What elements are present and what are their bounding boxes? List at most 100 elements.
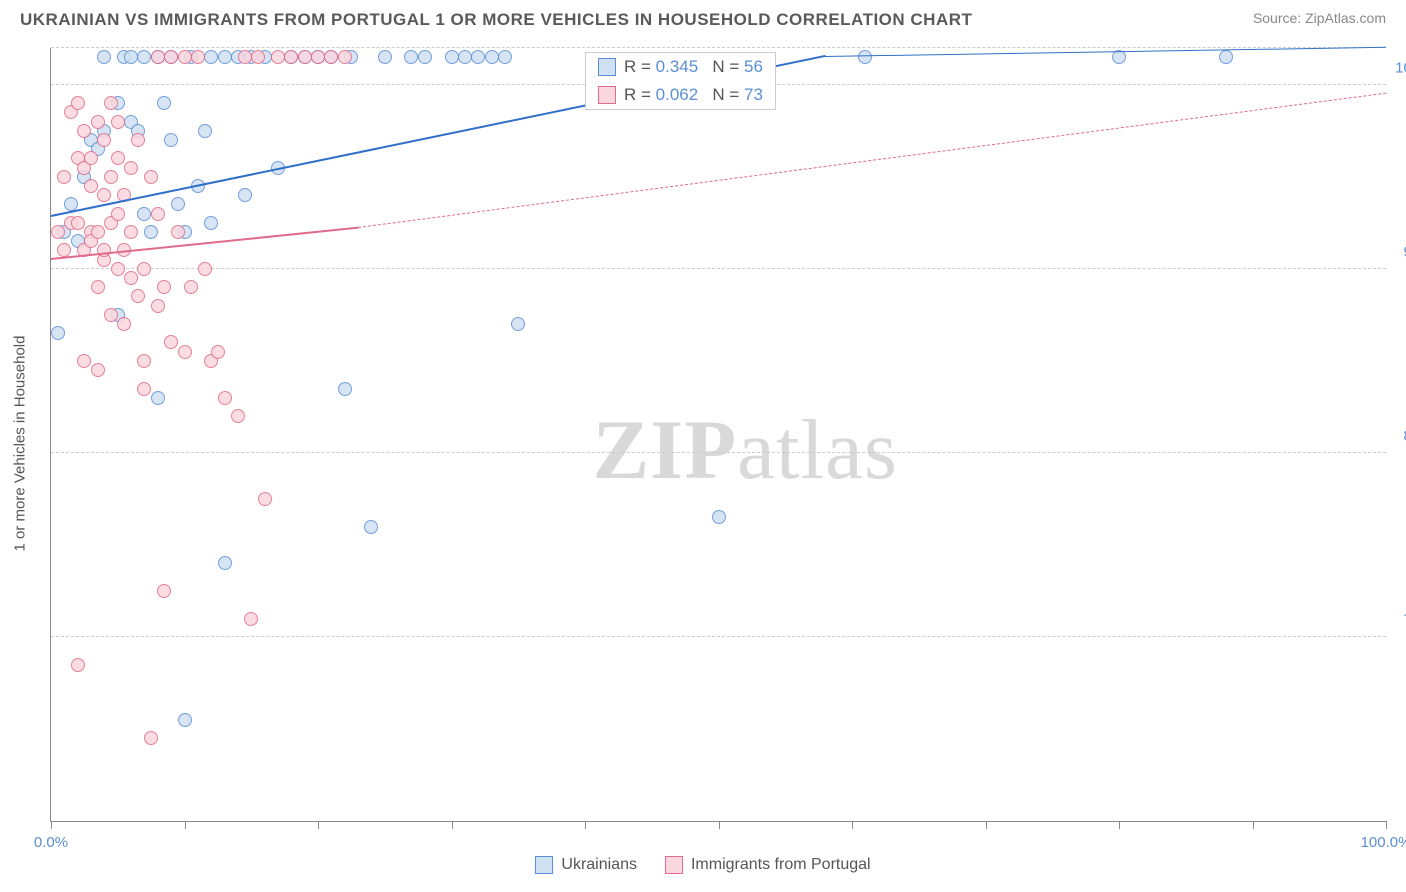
x-tick <box>852 821 853 829</box>
data-point-immigrants_portugal <box>184 280 198 294</box>
regression-line <box>825 47 1386 57</box>
data-point-ukrainians <box>238 188 252 202</box>
legend-label: Immigrants from Portugal <box>691 856 871 874</box>
x-tick <box>1386 821 1387 829</box>
x-tick <box>452 821 453 829</box>
y-axis-label: 1 or more Vehicles in Household <box>12 336 29 552</box>
source-label: Source: ZipAtlas.com <box>1253 10 1386 26</box>
data-point-immigrants_portugal <box>71 216 85 230</box>
data-point-immigrants_portugal <box>191 50 205 64</box>
data-point-immigrants_portugal <box>238 50 252 64</box>
correlation-legend-row: R = 0.345 N = 56 <box>586 53 775 81</box>
data-point-immigrants_portugal <box>151 207 165 221</box>
data-point-ukrainians <box>458 50 472 64</box>
data-point-immigrants_portugal <box>111 151 125 165</box>
data-point-immigrants_portugal <box>244 612 258 626</box>
data-point-immigrants_portugal <box>157 584 171 598</box>
data-point-immigrants_portugal <box>111 207 125 221</box>
data-point-ukrainians <box>1112 50 1126 64</box>
legend-swatch-ukrainians <box>535 856 553 874</box>
data-point-immigrants_portugal <box>324 50 338 64</box>
y-tick-label: 100.0% <box>1395 59 1406 76</box>
data-point-immigrants_portugal <box>77 124 91 138</box>
legend-item-ukrainians: Ukrainians <box>535 856 637 874</box>
data-point-immigrants_portugal <box>137 262 151 276</box>
data-point-ukrainians <box>471 50 485 64</box>
data-point-immigrants_portugal <box>231 409 245 423</box>
data-point-immigrants_portugal <box>338 50 352 64</box>
correlation-legend: R = 0.345 N = 56 R = 0.062 N = 73 <box>585 52 776 110</box>
data-point-ukrainians <box>511 317 525 331</box>
data-point-immigrants_portugal <box>151 299 165 313</box>
data-point-immigrants_portugal <box>157 280 171 294</box>
chart-area: ZIPatlas 70.0%80.0%90.0%100.0%0.0%100.0%… <box>50 48 1386 822</box>
series-legend: Ukrainians Immigrants from Portugal <box>0 856 1406 874</box>
legend-swatch-immigrants_portugal <box>598 86 616 104</box>
data-point-ukrainians <box>124 50 138 64</box>
data-point-ukrainians <box>198 124 212 138</box>
data-point-ukrainians <box>204 50 218 64</box>
data-point-ukrainians <box>204 216 218 230</box>
data-point-ukrainians <box>151 391 165 405</box>
data-point-ukrainians <box>445 50 459 64</box>
data-point-ukrainians <box>485 50 499 64</box>
data-point-immigrants_portugal <box>131 133 145 147</box>
data-point-immigrants_portugal <box>97 188 111 202</box>
x-tick-label: 0.0% <box>34 834 68 851</box>
data-point-immigrants_portugal <box>124 225 138 239</box>
legend-item-immigrants_portugal: Immigrants from Portugal <box>665 856 871 874</box>
x-tick <box>1119 821 1120 829</box>
plot-region: ZIPatlas 70.0%80.0%90.0%100.0%0.0%100.0%… <box>50 48 1386 822</box>
data-point-immigrants_portugal <box>57 170 71 184</box>
data-point-immigrants_portugal <box>218 391 232 405</box>
data-point-immigrants_portugal <box>84 179 98 193</box>
data-point-ukrainians <box>218 50 232 64</box>
data-point-ukrainians <box>178 713 192 727</box>
data-point-immigrants_portugal <box>131 289 145 303</box>
data-point-immigrants_portugal <box>104 308 118 322</box>
data-point-immigrants_portugal <box>51 225 65 239</box>
legend-label: Ukrainians <box>561 856 637 874</box>
data-point-ukrainians <box>51 326 65 340</box>
data-point-immigrants_portugal <box>91 363 105 377</box>
gridline <box>51 452 1386 453</box>
data-point-immigrants_portugal <box>258 492 272 506</box>
data-point-immigrants_portugal <box>211 345 225 359</box>
data-point-immigrants_portugal <box>91 225 105 239</box>
x-tick <box>51 821 52 829</box>
data-point-immigrants_portugal <box>111 115 125 129</box>
data-point-immigrants_portugal <box>311 50 325 64</box>
data-point-immigrants_portugal <box>137 382 151 396</box>
regression-line <box>358 93 1386 228</box>
data-point-immigrants_portugal <box>117 317 131 331</box>
data-point-immigrants_portugal <box>298 50 312 64</box>
x-tick <box>1253 821 1254 829</box>
x-tick <box>585 821 586 829</box>
correlation-legend-row: R = 0.062 N = 73 <box>586 81 775 109</box>
data-point-ukrainians <box>858 50 872 64</box>
data-point-ukrainians <box>404 50 418 64</box>
data-point-immigrants_portugal <box>84 151 98 165</box>
data-point-immigrants_portugal <box>144 731 158 745</box>
x-tick <box>318 821 319 829</box>
data-point-ukrainians <box>137 207 151 221</box>
data-point-immigrants_portugal <box>111 262 125 276</box>
data-point-immigrants_portugal <box>124 161 138 175</box>
data-point-ukrainians <box>338 382 352 396</box>
gridline <box>51 636 1386 637</box>
data-point-ukrainians <box>157 96 171 110</box>
data-point-immigrants_portugal <box>104 96 118 110</box>
data-point-ukrainians <box>1219 50 1233 64</box>
data-point-immigrants_portugal <box>284 50 298 64</box>
legend-text: R = 0.345 N = 56 <box>624 57 763 77</box>
data-point-ukrainians <box>418 50 432 64</box>
data-point-immigrants_portugal <box>151 50 165 64</box>
data-point-ukrainians <box>712 510 726 524</box>
chart-header: UKRAINIAN VS IMMIGRANTS FROM PORTUGAL 1 … <box>0 0 1406 30</box>
data-point-immigrants_portugal <box>171 225 185 239</box>
legend-swatch-immigrants_portugal <box>665 856 683 874</box>
x-tick <box>719 821 720 829</box>
data-point-immigrants_portugal <box>144 170 158 184</box>
data-point-immigrants_portugal <box>137 354 151 368</box>
legend-text: R = 0.062 N = 73 <box>624 85 763 105</box>
